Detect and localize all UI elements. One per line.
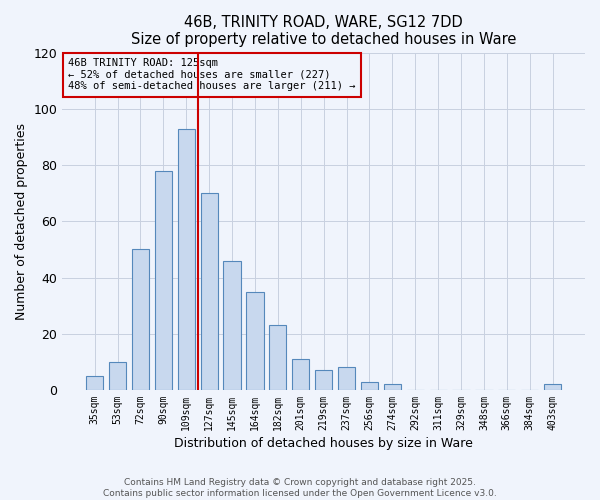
- Bar: [178, 128, 195, 390]
- Text: 46B TRINITY ROAD: 125sqm
← 52% of detached houses are smaller (227)
48% of semi-: 46B TRINITY ROAD: 125sqm ← 52% of detach…: [68, 58, 355, 92]
- Bar: [315, 370, 332, 390]
- Bar: [109, 362, 126, 390]
- Bar: [361, 382, 378, 390]
- Title: 46B, TRINITY ROAD, WARE, SG12 7DD
Size of property relative to detached houses i: 46B, TRINITY ROAD, WARE, SG12 7DD Size o…: [131, 15, 517, 48]
- Bar: [132, 250, 149, 390]
- Bar: [247, 292, 263, 390]
- Bar: [223, 260, 241, 390]
- Bar: [269, 326, 286, 390]
- Bar: [338, 368, 355, 390]
- Bar: [200, 193, 218, 390]
- Bar: [292, 359, 310, 390]
- X-axis label: Distribution of detached houses by size in Ware: Distribution of detached houses by size …: [174, 437, 473, 450]
- Bar: [544, 384, 561, 390]
- Bar: [384, 384, 401, 390]
- Bar: [155, 171, 172, 390]
- Text: Contains HM Land Registry data © Crown copyright and database right 2025.
Contai: Contains HM Land Registry data © Crown c…: [103, 478, 497, 498]
- Bar: [86, 376, 103, 390]
- Y-axis label: Number of detached properties: Number of detached properties: [15, 123, 28, 320]
